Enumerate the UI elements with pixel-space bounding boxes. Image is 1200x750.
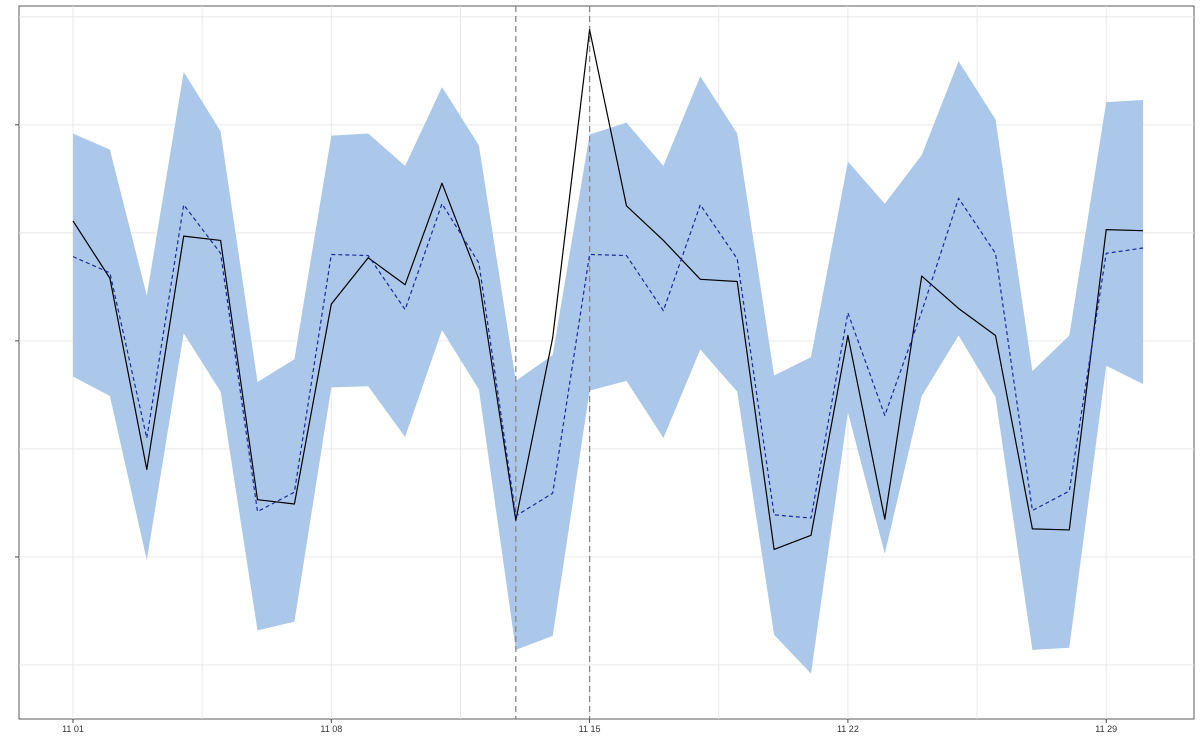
- x-tick-label: 11 22: [837, 724, 859, 734]
- x-tick-label: 11 29: [1095, 724, 1117, 734]
- x-tick-label: 11 15: [579, 724, 601, 734]
- reference-lines: [515, 6, 591, 719]
- x-tick-label: 11 01: [62, 724, 84, 734]
- band-area: [73, 61, 1144, 674]
- series-solid-line: [72, 29, 1144, 550]
- series-dashed-line: [72, 197, 1144, 519]
- series-lines: [72, 29, 1144, 550]
- y-axis-ticks: [15, 124, 19, 558]
- x-tick-label: 11 08: [320, 724, 342, 734]
- confidence-band: [73, 61, 1144, 674]
- x-axis-ticks: 11 01 11 08 11 15 11 22 11 29: [62, 719, 1117, 734]
